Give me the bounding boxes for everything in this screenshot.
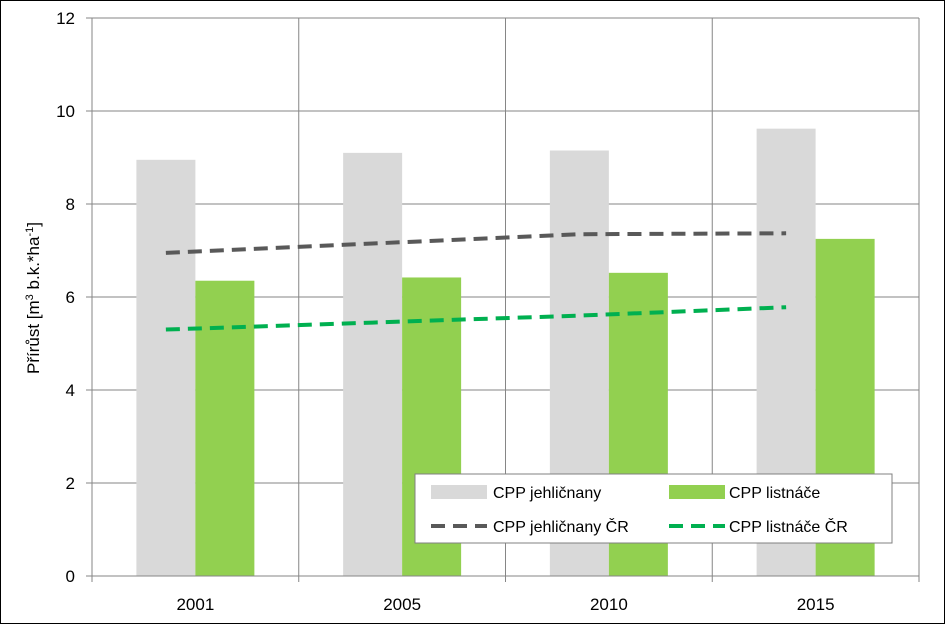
lines-group xyxy=(165,231,787,332)
legend-swatch-conifer xyxy=(431,485,487,499)
legend-box xyxy=(414,473,893,544)
y-tick-label: 6 xyxy=(66,288,75,307)
y-tick-label: 8 xyxy=(66,195,75,214)
y-tick-label: 4 xyxy=(66,381,75,400)
x-tick-label: 2005 xyxy=(383,595,421,614)
bar-conifer-2005 xyxy=(343,152,403,576)
bar-broadleaf-2001 xyxy=(195,280,255,576)
y-tick-labels: 0 2 4 6 8 10 12 xyxy=(56,9,75,586)
trend-line-conifer-cr xyxy=(165,231,787,255)
legend-label-broadleaf: CPP listnáče xyxy=(729,485,820,502)
x-tick-label: 2001 xyxy=(176,595,214,614)
y-tick-label: 12 xyxy=(56,9,75,28)
x-tick-label: 2015 xyxy=(797,595,835,614)
legend-label-conifer-cr: CPP jehličnany ČR xyxy=(493,517,629,536)
trend-line-broadleaf-cr xyxy=(165,305,787,332)
y-axis-title: Přírůst [m3 b.k.*ha-1] xyxy=(24,222,43,374)
y-tick-label: 0 xyxy=(66,567,75,586)
y-axis-title-sup2: -1 xyxy=(24,227,36,237)
legend-swatch-broadleaf xyxy=(669,485,725,499)
legend: CPP jehličnany CPP listnáče CPP jehlična… xyxy=(414,473,893,544)
y-tick-label: 2 xyxy=(66,474,75,493)
y-axis-title-sup1: 3 xyxy=(24,294,36,300)
y-tick-label: 10 xyxy=(56,102,75,121)
axes-group xyxy=(86,17,920,582)
legend-label-conifer: CPP jehličnany xyxy=(493,485,601,502)
legend-label-broadleaf-cr: CPP listnáče ČR xyxy=(729,517,848,536)
x-tick-label: 2010 xyxy=(590,595,628,614)
bar-conifer-2001 xyxy=(136,159,196,576)
x-tick-labels: 2001 2005 2010 2015 xyxy=(176,595,834,614)
